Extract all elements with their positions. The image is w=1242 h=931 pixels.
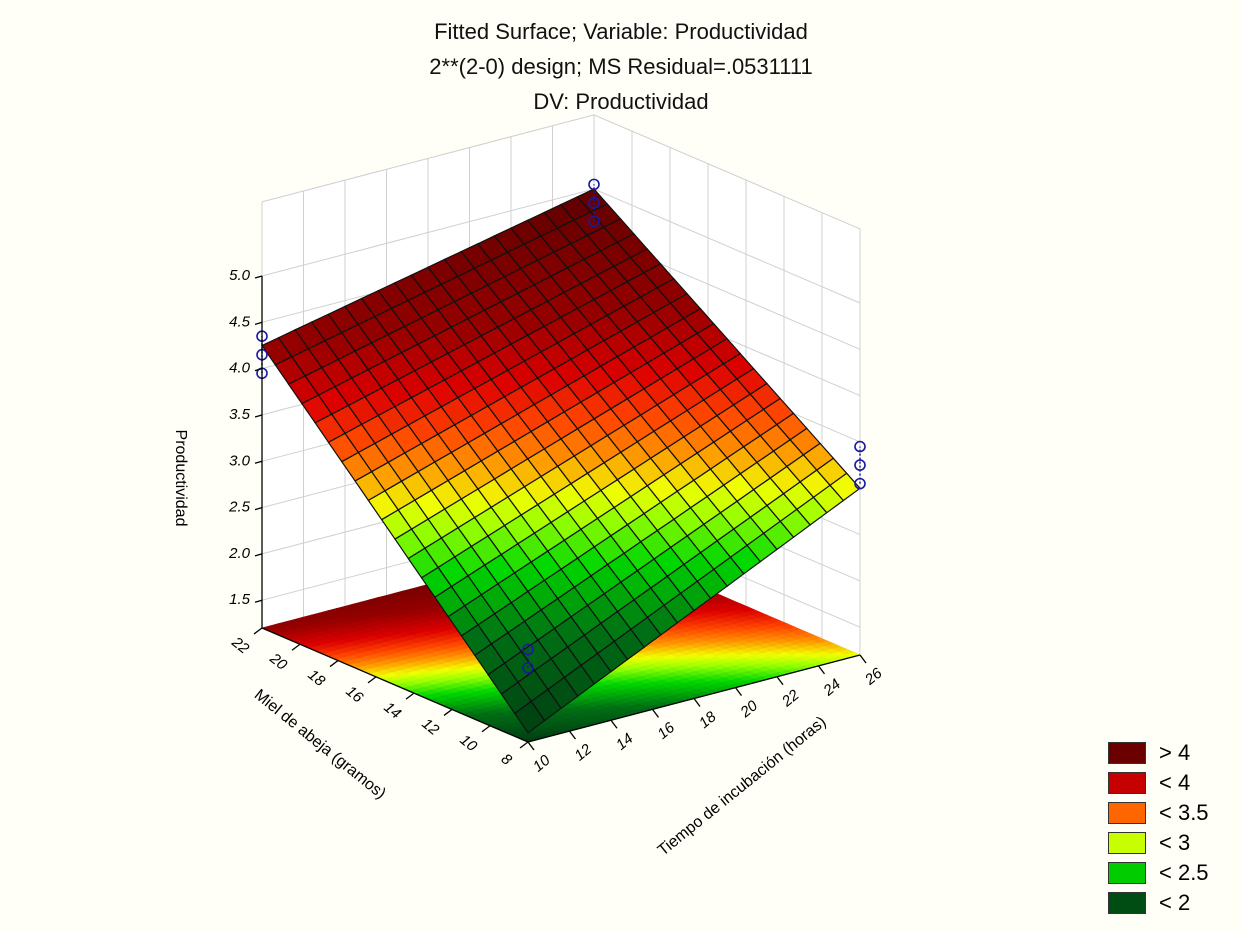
z-tick — [254, 599, 263, 603]
y-axis-line — [261, 627, 529, 743]
x-tick-label: 18 — [696, 708, 720, 732]
legend-label: < 2.5 — [1159, 860, 1209, 885]
legend-item: < 4 — [1108, 768, 1209, 798]
legend-label: < 3.5 — [1159, 800, 1209, 825]
legend-swatch — [1108, 862, 1146, 884]
x-tick-label: 10 — [530, 751, 554, 775]
legend-swatch — [1108, 892, 1146, 914]
chart-subtitle: 2**(2-0) design; MS Residual=.0531111 — [429, 54, 813, 79]
legend-swatch — [1108, 742, 1146, 764]
y-tick — [481, 725, 491, 733]
z-tick — [254, 368, 263, 372]
z-tick-label: 3.5 — [229, 406, 251, 423]
x-tick — [776, 676, 784, 686]
observation-point — [588, 215, 600, 228]
observation-point — [522, 643, 534, 656]
legend-item: < 3.5 — [1108, 798, 1209, 828]
legend-item: < 2 — [1108, 888, 1209, 918]
x-tick-label: 12 — [571, 740, 595, 764]
x-tick-label: 16 — [654, 719, 678, 743]
y-tick-label: 8 — [498, 750, 516, 769]
x-tick-label: 26 — [861, 664, 886, 689]
chart-title: Fitted Surface; Variable: Productividad — [434, 19, 808, 44]
z-tick — [254, 275, 263, 279]
y-tick-label: 14 — [381, 699, 405, 723]
z-tick — [254, 414, 263, 418]
z-tick — [254, 506, 263, 511]
legend-item: < 3 — [1108, 828, 1209, 858]
observation-point — [854, 477, 866, 490]
legend: > 4 < 4 < 3.5 < 3 < 2.5 < 2 — [1108, 738, 1209, 918]
y-tick — [367, 676, 377, 684]
y-tick — [519, 741, 529, 749]
legend-swatch — [1108, 832, 1146, 854]
z-tick — [254, 460, 263, 464]
x-tick — [817, 665, 826, 675]
y-tick-label: 20 — [266, 649, 291, 674]
z-tick-label: 2.0 — [228, 545, 251, 562]
x-tick — [693, 698, 701, 707]
legend-label: < 3 — [1159, 830, 1191, 855]
y-tick-label: 22 — [228, 633, 253, 658]
y-axis-label: Miel de abeja (gramos) — [251, 686, 389, 802]
axes: 1.5 2.0 2.5 3.0 3.5 4.0 4.5 5.0 8 10 12 14 16 18 20 22 1… — [228, 267, 886, 775]
x-tick — [651, 708, 660, 718]
z-tick-label: 4.5 — [229, 313, 251, 330]
legend-item: > 4 — [1108, 738, 1209, 768]
z-tick-label: 2.5 — [228, 499, 251, 516]
y-tick-label: 16 — [343, 683, 367, 707]
chart-title-block: Fitted Surface; Variable: Productividad … — [0, 14, 1242, 119]
x-tick-label: 22 — [778, 686, 803, 711]
x-tick — [859, 654, 867, 664]
chart-subtitle-dv: DV: Productividad — [533, 89, 709, 114]
x-tick — [734, 687, 743, 697]
legend-swatch — [1108, 802, 1146, 824]
observation-point — [588, 178, 600, 191]
z-tick-label: 5.0 — [229, 267, 251, 284]
x-tick — [527, 741, 535, 751]
legend-label: < 2 — [1159, 890, 1191, 915]
z-axis-label: Productividad — [172, 430, 189, 527]
observation-point — [522, 662, 534, 674]
x-tick — [568, 730, 577, 740]
legend-swatch — [1108, 772, 1146, 794]
legend-item: < 2.5 — [1108, 858, 1209, 888]
x-tick — [610, 719, 618, 729]
observation-point — [588, 197, 600, 209]
y-tick — [443, 708, 453, 716]
z-tick-label: 1.5 — [229, 591, 251, 608]
z-tick-label: 3.0 — [229, 452, 251, 469]
x-axis-label: Tiempo de incubación (horas) — [655, 713, 830, 859]
y-tick-label: 12 — [419, 715, 443, 739]
y-tick — [253, 627, 263, 635]
surface-cell — [829, 472, 861, 502]
observation-point — [854, 440, 866, 453]
z-tick — [254, 321, 263, 325]
x-tick-label: 14 — [613, 730, 637, 754]
x-tick-label: 20 — [737, 697, 762, 722]
y-tick — [405, 692, 415, 700]
fitted-surface — [261, 188, 861, 734]
observation-point — [854, 459, 866, 471]
z-tick — [254, 553, 263, 557]
x-tick-label: 24 — [820, 676, 844, 700]
legend-label: < 4 — [1159, 770, 1191, 795]
y-tick-label: 18 — [305, 666, 329, 690]
z-tick-label: 4.0 — [229, 360, 251, 377]
y-tick — [291, 643, 301, 651]
y-tick-label: 10 — [457, 731, 481, 755]
legend-label: > 4 — [1159, 740, 1191, 765]
y-tick — [329, 660, 339, 668]
